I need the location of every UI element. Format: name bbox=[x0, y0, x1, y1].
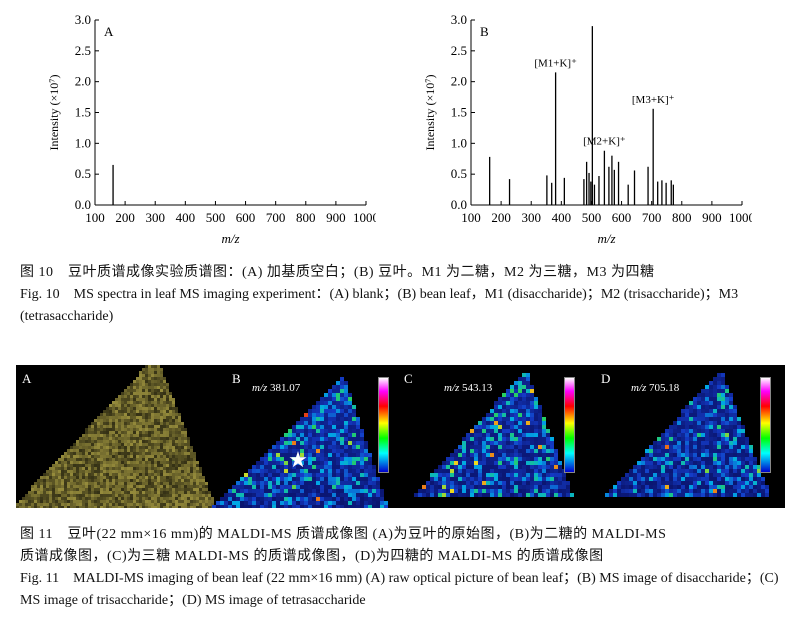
panel-label-c: C bbox=[404, 371, 413, 386]
y-tick-label: 3.0 bbox=[451, 12, 467, 27]
x-tick-label: 1000 bbox=[729, 210, 752, 225]
panel-letter: A bbox=[104, 24, 114, 39]
panel-letter: B bbox=[480, 24, 489, 39]
x-tick-label: 700 bbox=[266, 210, 286, 225]
figure-10-caption-en: Fig. 10 MS spectra in leaf MS imaging ex… bbox=[20, 287, 739, 324]
leaf-optical-image bbox=[16, 365, 217, 508]
panel-b-mz: m/z 381.07 bbox=[252, 382, 301, 394]
panel-d-mz: m/z 705.18 bbox=[631, 382, 680, 394]
figure-11-caption-zh-1: 图 11 豆叶(22 mm×16 mm)的 MALDI-MS 质谱成像图 (A)… bbox=[20, 527, 667, 542]
x-tick-label: 400 bbox=[552, 210, 572, 225]
image-panel-d: D m/z 705.18 bbox=[593, 365, 785, 508]
disaccharide-heatmap bbox=[212, 377, 388, 508]
image-panel-c: C m/z 543.13 bbox=[398, 365, 588, 508]
y-tick-label: 0.5 bbox=[75, 166, 91, 181]
x-tick-label: 100 bbox=[461, 210, 481, 225]
x-tick-label: 800 bbox=[296, 210, 316, 225]
spectrum-chart-b: 100 200 300 400 500 600 700 800 900 1000 0.0 0.5 1.0… bbox=[423, 12, 752, 246]
figure-11-caption: 图 11 豆叶(22 mm×16 mm)的 MALDI-MS 质谱成像图 (A)… bbox=[20, 524, 788, 612]
x-tick-label: 900 bbox=[702, 210, 722, 225]
image-panel-ab: ★ A B m/z 381.07 bbox=[16, 365, 394, 508]
x-tick-label: 400 bbox=[176, 210, 196, 225]
y-tick-label: 2.0 bbox=[451, 74, 467, 89]
x-tick-label: 200 bbox=[115, 210, 135, 225]
spectrum-chart-a: 100 200 300 400 500 600 700 800 900 1000 0.0 0.5 1.0… bbox=[47, 12, 376, 246]
y-tick-label: 1.5 bbox=[75, 105, 91, 120]
x-tick-label: 600 bbox=[612, 210, 632, 225]
y-tick-label: 1.0 bbox=[451, 135, 467, 150]
x-tick-label: 700 bbox=[642, 210, 662, 225]
y-tick-label: 2.5 bbox=[75, 43, 91, 58]
x-tick-label: 300 bbox=[145, 210, 165, 225]
peak-annotation: [M3+K]⁺ bbox=[632, 94, 675, 106]
y-tick-label: 2.5 bbox=[451, 43, 467, 58]
colorbar-c bbox=[564, 377, 575, 473]
colorbar-b bbox=[378, 377, 389, 473]
x-axis-label: m/z bbox=[221, 231, 239, 246]
y-tick-label: 0.5 bbox=[451, 166, 467, 181]
y-tick-label: 0.0 bbox=[451, 197, 467, 212]
y-axis-label: Intensity (×10⁷) bbox=[423, 75, 437, 151]
peak-annotation: [M1+K]⁺ bbox=[534, 57, 577, 69]
star-marker: ★ bbox=[288, 448, 308, 473]
figure-10-caption: 图 10 豆叶质谱成像实验质谱图：(A) 加基质空白；(B) 豆叶。M1 为二糖… bbox=[20, 262, 788, 328]
y-tick-label: 2.0 bbox=[75, 74, 91, 89]
y-tick-label: 3.0 bbox=[75, 12, 91, 27]
panel-c-mz: m/z 543.13 bbox=[444, 382, 493, 394]
y-tick-label: 1.0 bbox=[75, 135, 91, 150]
x-tick-label: 800 bbox=[672, 210, 692, 225]
x-tick-label: 200 bbox=[491, 210, 511, 225]
x-tick-label: 100 bbox=[85, 210, 105, 225]
tetrasaccharide-heatmap bbox=[605, 373, 769, 497]
imaging-panel-row: ★ A B m/z 381.07 C m/z 543.13 D m/z 705.… bbox=[16, 365, 785, 508]
figure-10-caption-zh: 图 10 豆叶质谱成像实验质谱图：(A) 加基质空白；(B) 豆叶。M1 为二糖… bbox=[20, 265, 655, 280]
y-tick-label: 1.5 bbox=[451, 105, 467, 120]
panel-label-a: A bbox=[22, 371, 32, 386]
x-axis-label: m/z bbox=[597, 231, 615, 246]
figure-11-caption-en: Fig. 11 MALDI-MS imaging of bean leaf (2… bbox=[20, 571, 779, 608]
peak-annotation: [M2+K]⁺ bbox=[583, 136, 626, 148]
x-tick-label: 600 bbox=[236, 210, 256, 225]
x-tick-label: 900 bbox=[326, 210, 346, 225]
y-tick-label: 0.0 bbox=[75, 197, 91, 212]
x-tick-label: 500 bbox=[582, 210, 602, 225]
x-tick-label: 1000 bbox=[353, 210, 376, 225]
x-tick-label: 500 bbox=[206, 210, 226, 225]
panel-label-d: D bbox=[601, 371, 611, 386]
x-tick-label: 300 bbox=[521, 210, 541, 225]
y-axis-label: Intensity (×10⁷) bbox=[47, 75, 61, 151]
trisaccharide-heatmap bbox=[414, 373, 574, 497]
figure-11-caption-zh-2: 质谱成像图，(C)为三糖 MALDI-MS 的质谱成像图，(D)为四糖的 MAL… bbox=[20, 549, 604, 564]
colorbar-d bbox=[760, 377, 771, 473]
panel-label-b: B bbox=[232, 371, 241, 386]
